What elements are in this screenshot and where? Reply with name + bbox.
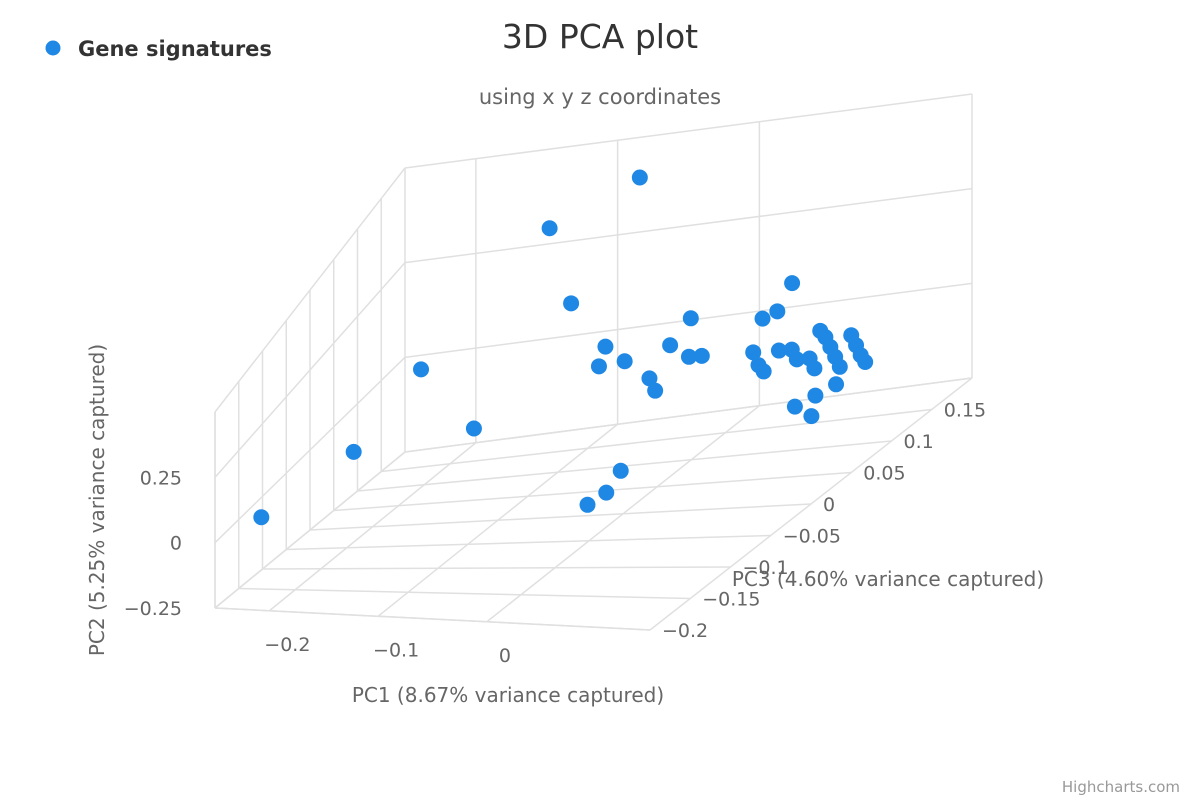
frame-line: [214, 167, 406, 413]
z-grid-line: [238, 587, 691, 600]
scatter-point[interactable]: [590, 358, 607, 375]
z-grid-line: [333, 471, 852, 512]
frame-line: [404, 93, 973, 169]
z-tick-label: 0: [823, 494, 835, 516]
scatter-point[interactable]: [631, 169, 648, 186]
scatter-point[interactable]: [563, 295, 580, 312]
scatter-point[interactable]: [616, 353, 633, 370]
y-axis-title: PC2 (5.25% variance captured): [85, 344, 109, 656]
z-tick-label: 0.1: [904, 431, 934, 453]
z-tick-label: −0.15: [702, 589, 760, 611]
x-tick-label: −0.1: [373, 639, 419, 661]
y-tick-label: −0.25: [124, 598, 182, 620]
z-axis-title: PC3 (4.60% variance captured): [732, 567, 1044, 591]
tick-labels: −0.2 −0.1 0 −0.25 0 0.25 −0.2 −0.15 −0.1 −0.05 0 0.…: [124, 400, 986, 667]
legend-label-gene-signatures[interactable]: Gene signatures: [78, 37, 272, 61]
scatter-point[interactable]: [769, 303, 786, 320]
y-tick-label: 0: [170, 533, 182, 555]
scatter-point[interactable]: [598, 484, 615, 501]
scatter-point[interactable]: [806, 360, 823, 377]
scatter-point[interactable]: [465, 420, 482, 437]
scatter-point[interactable]: [784, 275, 801, 292]
z-grid-line: [286, 534, 771, 551]
scatter-point[interactable]: [662, 337, 679, 354]
scatter-point[interactable]: [253, 509, 270, 526]
scatter-point[interactable]: [413, 361, 430, 378]
frame-line: [214, 451, 406, 609]
frame-line: [649, 377, 973, 631]
scatter-point[interactable]: [641, 370, 658, 387]
scatter-point[interactable]: [612, 462, 629, 479]
x-axis-title: PC1 (8.67% variance captured): [352, 683, 664, 707]
scatter-point[interactable]: [786, 398, 803, 415]
scatter-point[interactable]: [680, 348, 697, 365]
z-tick-label: 0.05: [863, 463, 905, 485]
x-tick-label: 0: [499, 645, 511, 667]
scatter-point[interactable]: [831, 358, 848, 375]
scatter-point[interactable]: [682, 310, 699, 327]
scatter-point[interactable]: [647, 382, 664, 399]
chart-subtitle: using x y z coordinates: [479, 85, 721, 109]
z-tick-label: −0.05: [783, 526, 841, 548]
frame-line: [404, 377, 973, 453]
scatter-point[interactable]: [693, 347, 710, 364]
scatter-point[interactable]: [770, 342, 787, 359]
scatter-point[interactable]: [745, 344, 762, 361]
scatter-point[interactable]: [788, 351, 805, 368]
z-tick-label: 0.15: [944, 400, 986, 422]
scatter-point[interactable]: [754, 310, 771, 327]
scatter-point[interactable]: [803, 408, 820, 425]
scatter-point[interactable]: [828, 376, 845, 393]
chart-title: 3D PCA plot: [502, 17, 698, 56]
y-tick-label: 0.25: [140, 467, 182, 489]
credits-link[interactable]: Highcharts.com: [1062, 778, 1180, 796]
y-grid-line-back: [404, 187, 973, 264]
z-tick-label: −0.2: [662, 620, 708, 642]
legend[interactable]: Gene signatures: [45, 37, 272, 61]
scatter-point[interactable]: [579, 496, 596, 513]
legend-marker-gene-signatures: [45, 40, 61, 56]
scatter-point[interactable]: [597, 338, 614, 355]
scatter-point[interactable]: [807, 387, 824, 404]
scatter-point[interactable]: [755, 363, 772, 380]
z-grid-line: [309, 503, 812, 531]
frame-line: [214, 607, 651, 631]
z-grid-line: [262, 566, 731, 570]
scatter-point[interactable]: [345, 443, 362, 460]
data-points[interactable]: [253, 169, 874, 526]
scatter-point[interactable]: [857, 354, 874, 371]
x-tick-label: −0.2: [264, 634, 310, 656]
scatter-point[interactable]: [541, 220, 558, 237]
z-tick-label: −0.1: [743, 557, 789, 579]
z-grid-line: [381, 408, 932, 473]
